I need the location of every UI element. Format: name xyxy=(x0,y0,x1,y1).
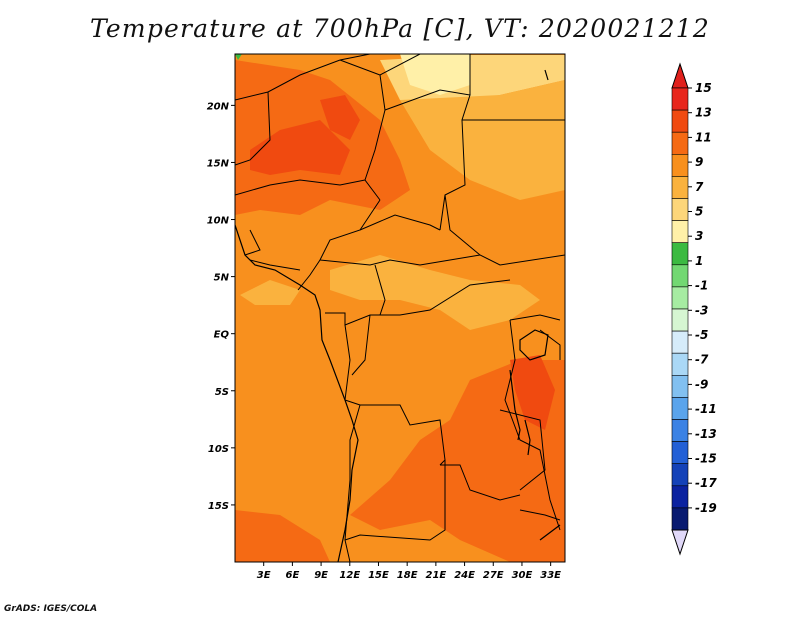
y-tick-label: 15N xyxy=(207,158,230,169)
x-tick-label: 24E xyxy=(454,570,475,581)
x-tick-label: 18E xyxy=(397,570,418,581)
colorbar-label: -19 xyxy=(695,501,717,515)
x-tick-label: 15E xyxy=(368,570,389,581)
cool-zone-west xyxy=(240,280,300,305)
cool-zone-sudan xyxy=(400,80,565,200)
colorbar-label: -5 xyxy=(695,328,708,342)
colorbar-swatch xyxy=(671,463,689,487)
y-tick-label: 15S xyxy=(208,501,229,512)
y-tick-label: 20N xyxy=(207,101,230,112)
y-tick-label: 10S xyxy=(208,444,229,455)
green-patch-corner xyxy=(235,54,242,60)
colorbar-label: 5 xyxy=(695,205,703,219)
colorbar-swatch xyxy=(671,264,689,288)
colorbar-swatch xyxy=(671,220,689,244)
warm-zone-southeast xyxy=(350,360,565,562)
x-tick-label: 33E xyxy=(540,570,561,581)
colorbar-swatch xyxy=(671,286,689,310)
x-tick-label: 6E xyxy=(285,570,299,581)
colorbar-label: 13 xyxy=(695,106,712,120)
colorbar-swatch xyxy=(671,154,689,177)
x-tick-label: 12E xyxy=(339,570,360,581)
colorbar-label: -13 xyxy=(695,427,717,441)
colorbar-label: 7 xyxy=(695,180,704,194)
colorbar-label: -7 xyxy=(695,353,709,367)
colorbar-label: -9 xyxy=(695,377,708,391)
colorbar-swatch xyxy=(671,352,689,376)
plot-frame xyxy=(234,53,566,563)
colorbar-label: -15 xyxy=(695,452,717,466)
x-tick-label: 3E xyxy=(257,570,271,581)
x-tick-label: 30E xyxy=(512,570,533,581)
colorbar-swatch xyxy=(671,485,689,509)
colorbar-swatch xyxy=(671,242,689,266)
colorbar-top-arrow xyxy=(671,62,689,89)
colorbar-label: -1 xyxy=(695,279,708,293)
coolest-zone-north xyxy=(400,54,470,95)
colorbar-label: -11 xyxy=(695,402,717,416)
colorbar-swatch xyxy=(671,507,689,531)
colorbar-swatch xyxy=(671,176,689,199)
hot-zone-niger xyxy=(320,95,360,140)
cool-zone-central xyxy=(330,255,540,330)
x-tick-label: 27E xyxy=(483,570,504,581)
colorbar-swatch xyxy=(671,109,689,133)
colorbar-bottom-arrow xyxy=(671,529,689,556)
chart-title: Temperature at 700hPa [C], VT: 202002121… xyxy=(90,14,710,43)
credit-text: GrADS: IGES/COLA xyxy=(4,604,98,614)
x-axis-ticks: 3E 6E 9E 12E 15E 18E 21E 24E 27E 30E 33E xyxy=(257,562,561,581)
y-axis-ticks: 20N 15N 10N 5N EQ 5S 10S 15S xyxy=(207,101,235,512)
colorbar-swatch xyxy=(671,330,689,354)
coastline xyxy=(235,69,561,562)
colorbar-label: 3 xyxy=(695,229,703,243)
colorbar-swatch xyxy=(671,131,689,155)
x-tick-label: 21E xyxy=(425,570,446,581)
colorbar-swatch xyxy=(671,397,689,420)
colorbar-swatch xyxy=(671,198,689,221)
y-tick-label: EQ xyxy=(214,330,230,341)
y-tick-label: 5N xyxy=(214,273,230,284)
country-borders xyxy=(235,54,565,562)
y-tick-label: 5S xyxy=(215,387,229,398)
colorbar-swatch xyxy=(671,441,689,465)
colorbar-swatch xyxy=(671,87,689,111)
colorbar-label: 9 xyxy=(695,155,703,169)
hot-zone-southeast xyxy=(510,355,555,430)
hot-zone-sahel xyxy=(250,120,350,175)
warm-zone-southwest xyxy=(235,510,330,562)
colorbar-swatch xyxy=(671,374,689,398)
y-tick-label: 10N xyxy=(207,216,230,227)
x-tick-label: 9E xyxy=(314,570,328,581)
colorbar-label: -3 xyxy=(695,303,708,317)
colorbar-label: 1 xyxy=(695,254,703,268)
colorbar-swatch xyxy=(671,308,689,332)
colorbar: 15 13 11 9 7 5 3 1 -1 -3 -5 -7 -9 -11 -13 -15 -17 -19 xyxy=(671,62,717,556)
colorbar-label: 11 xyxy=(695,130,712,144)
colorbar-swatch xyxy=(671,419,689,442)
colorbar-label: -17 xyxy=(695,476,717,490)
colorbar-label: 15 xyxy=(695,81,712,95)
